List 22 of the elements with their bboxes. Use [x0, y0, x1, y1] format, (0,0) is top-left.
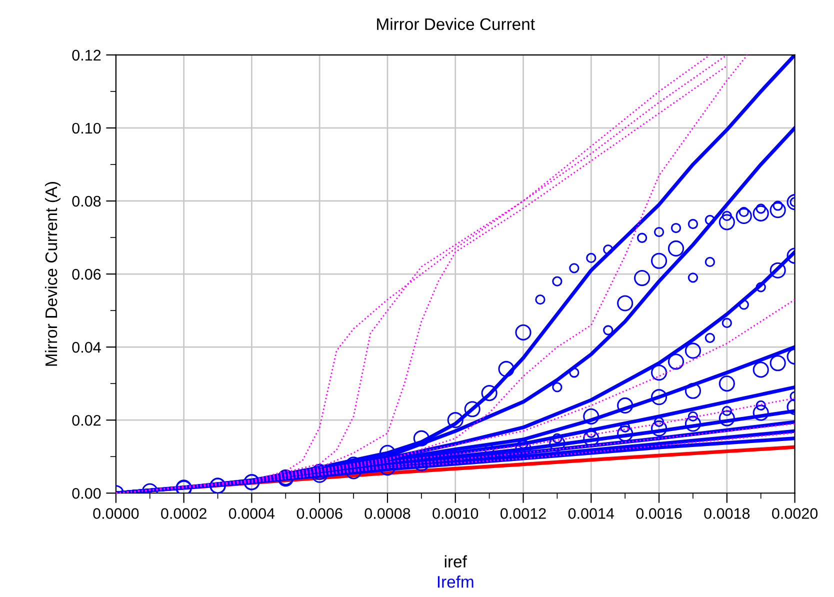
y-axis-title: Mirror Device Current (A) [44, 182, 60, 366]
x-tick-label: 0.0020 [772, 508, 818, 519]
x-axis-title: iref [444, 555, 467, 568]
x-tick-label: 0.0018 [704, 508, 750, 519]
y-tick-label: 0.06 [72, 268, 101, 280]
x-tick-label: 0.0012 [500, 508, 546, 519]
y-tick-label: 0.02 [72, 414, 101, 426]
text: Irefm [438, 576, 474, 588]
y-tick-label: 0.04 [72, 342, 101, 353]
x-tick-label: 0.0014 [568, 508, 614, 519]
x-tick-label: 0.0002 [161, 508, 206, 519]
x-tick-label: 0.0008 [364, 508, 410, 519]
x-tick-label: 0.0004 [228, 508, 275, 519]
y-tick-label: 0.10 [72, 122, 101, 134]
y-tick-label: 0.08 [72, 196, 101, 207]
x-tick-label: 0.0000 [93, 508, 139, 519]
y-tick-label: 0.12 [72, 50, 101, 61]
x-tick-label: 0.0010 [432, 508, 478, 519]
x-tick-label: 0.0006 [296, 508, 342, 519]
chart-title: Mirror Device Current [377, 18, 535, 30]
y-tick-label: 0.00 [72, 488, 101, 499]
x-tick-label: 0.0016 [636, 508, 682, 519]
